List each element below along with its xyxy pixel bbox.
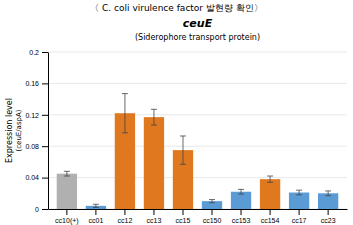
error-bar bbox=[209, 200, 215, 203]
y-tick: 0.08 bbox=[25, 143, 48, 150]
y-axis-title: (ceuE/aspA) bbox=[15, 109, 23, 151]
grid-line bbox=[48, 114, 347, 115]
y-tick: 0 bbox=[35, 206, 48, 213]
x-tick: cc12 bbox=[118, 209, 133, 224]
y-axis-title: Expression level bbox=[5, 98, 14, 163]
x-tick-mark bbox=[124, 209, 125, 215]
x-tick-mark bbox=[95, 209, 96, 215]
y-tick: 0.12 bbox=[25, 112, 48, 119]
y-tick-mark bbox=[42, 209, 48, 210]
error-bar bbox=[180, 136, 186, 164]
x-tick: cc17 bbox=[292, 209, 307, 224]
x-tick-mark bbox=[328, 209, 329, 215]
x-tick-label: cc153 bbox=[232, 217, 251, 224]
chart: 〈 C. coli virulence factor 발현량 확인〉 ceuE (S… bbox=[0, 0, 353, 225]
error-bar bbox=[325, 191, 331, 196]
x-tick: cc01 bbox=[88, 209, 103, 224]
x-tick: cc153 bbox=[232, 209, 251, 224]
title: 〈 C. coli virulence factor 발현량 확인〉 bbox=[90, 3, 263, 13]
grid-line bbox=[48, 83, 347, 84]
error-bar bbox=[267, 176, 273, 182]
x-tick: cc154 bbox=[261, 209, 280, 224]
x-tick-label: cc15 bbox=[176, 217, 191, 224]
x-tick: cc23 bbox=[321, 209, 336, 224]
x-tick-mark bbox=[241, 209, 242, 215]
x-axis: cc10(+) cc01 cc12 cc13 cc15 cc150 cc153 cc154 cc… bbox=[49, 209, 348, 225]
x-tick: cc13 bbox=[147, 209, 162, 224]
x-tick-mark bbox=[182, 209, 183, 215]
subtitle: ceuE bbox=[183, 17, 213, 30]
x-tick-mark bbox=[153, 209, 154, 215]
x-tick-mark bbox=[270, 209, 271, 215]
grid bbox=[48, 52, 347, 209]
x-tick-label: cc10(+) bbox=[55, 217, 79, 225]
y-tick-mark bbox=[42, 83, 48, 84]
x-tick-label: cc01 bbox=[88, 217, 103, 224]
y-tick-mark bbox=[42, 178, 48, 179]
grid-line bbox=[48, 52, 347, 53]
x-tick-label: cc12 bbox=[118, 217, 133, 224]
y-tick: 0.2 bbox=[29, 49, 48, 56]
x-tick: cc15 bbox=[176, 209, 191, 224]
y-tick-mark bbox=[42, 146, 48, 147]
y-tick-label: 0.12 bbox=[25, 112, 39, 119]
y-tick-label: 0.04 bbox=[25, 174, 39, 181]
marks bbox=[57, 94, 339, 209]
x-tick-label: cc154 bbox=[261, 217, 280, 224]
error-bar bbox=[238, 189, 244, 194]
y-tick-label: 0.16 bbox=[25, 80, 39, 87]
x-tick-mark bbox=[212, 209, 213, 215]
y-tick: 0.04 bbox=[25, 174, 48, 181]
error-bar bbox=[151, 109, 157, 125]
error-bar bbox=[296, 190, 302, 195]
x-tick-mark bbox=[299, 209, 300, 215]
y-axis: 0 0.04 0.08 0.12 0.16 0.2 bbox=[25, 49, 48, 213]
grid-line bbox=[48, 146, 347, 147]
error-bar bbox=[93, 204, 99, 207]
x-tick-label: cc150 bbox=[203, 217, 222, 224]
grid-line bbox=[48, 177, 347, 178]
y-tick-mark bbox=[42, 52, 48, 53]
y-axis-line bbox=[48, 53, 49, 210]
x-tick-mark bbox=[66, 209, 67, 215]
bar bbox=[260, 179, 280, 209]
x-tick: cc10(+) bbox=[55, 209, 79, 225]
bar bbox=[57, 174, 77, 209]
x-tick-label: cc17 bbox=[292, 217, 307, 224]
y-tick-label: 0 bbox=[35, 206, 39, 213]
x-tick-label: cc23 bbox=[321, 217, 336, 224]
x-tick: cc150 bbox=[203, 209, 222, 224]
error-bar bbox=[122, 94, 128, 133]
x-tick-label: cc13 bbox=[147, 217, 162, 224]
error-bar bbox=[64, 171, 70, 176]
subtitle: (Siderophore transport protein) bbox=[135, 33, 260, 42]
plot: 00.040.080.120.160.2cc10(+)cc01cc12cc13c… bbox=[25, 49, 347, 225]
y-tick-label: 0.08 bbox=[25, 143, 39, 150]
y-tick-label: 0.2 bbox=[29, 49, 39, 56]
x-axis-line bbox=[49, 209, 348, 210]
y-tick: 0.16 bbox=[25, 80, 48, 87]
bar bbox=[144, 117, 164, 209]
y-tick-mark bbox=[42, 115, 48, 116]
